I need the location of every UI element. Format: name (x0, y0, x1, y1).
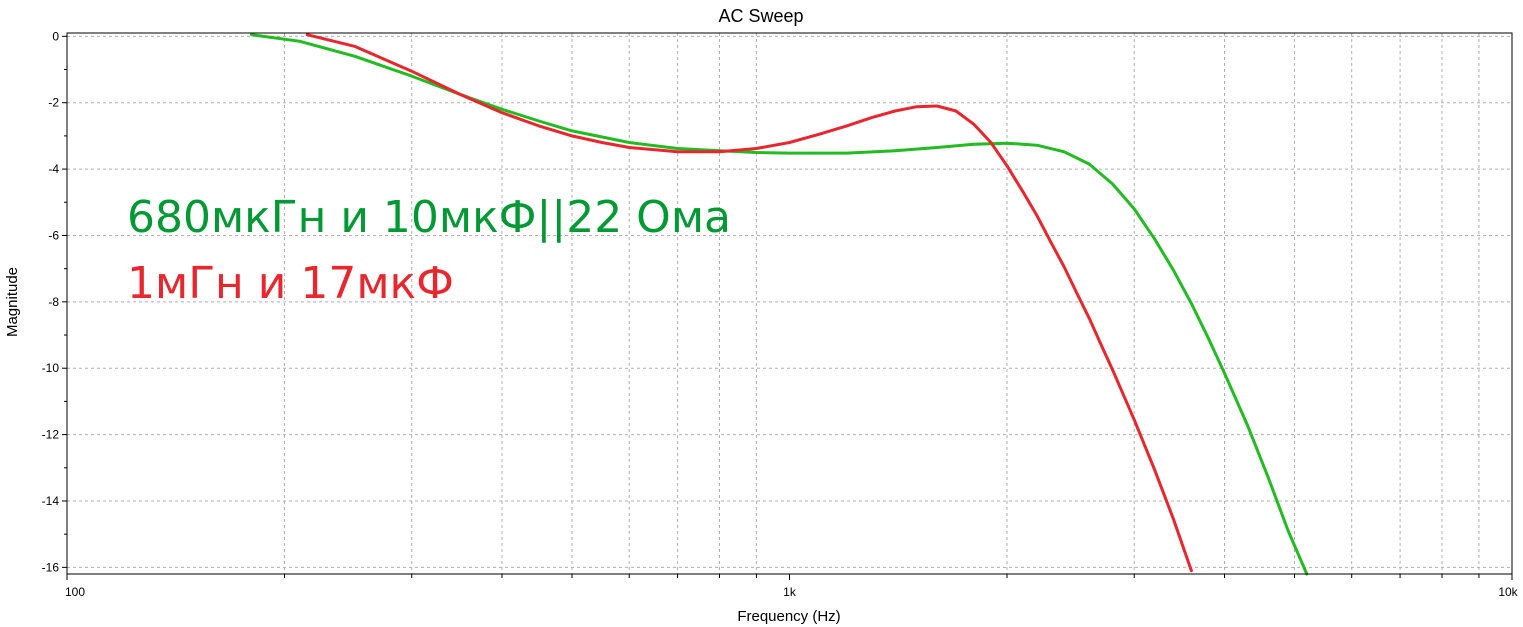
annotation-green-series: 680мкГн и 10мкФ||22 Ома (127, 192, 731, 243)
x-tick-labels: 100 1k 10k (65, 585, 1519, 599)
y-tick-label: -14 (42, 494, 60, 508)
y-tick-label: -10 (42, 361, 60, 375)
y-tick-label: -8 (48, 295, 59, 309)
x-axis-label: Frequency (Hz) (737, 608, 840, 625)
series-layer (249, 33, 1309, 576)
y-tick-label: -6 (48, 228, 59, 242)
grid-lines (67, 33, 1512, 574)
series-line-red (305, 33, 1193, 573)
y-tick-label: -12 (42, 428, 60, 442)
y-tick-label: -16 (42, 560, 60, 574)
y-tick-label: -2 (48, 96, 59, 110)
series-line-green (249, 33, 1309, 576)
y-tick-label: 0 (52, 29, 59, 43)
x-tick-label: 10k (1498, 585, 1518, 599)
x-tick-label: 100 (65, 585, 85, 599)
y-tick-labels: 0 -2 -4 -6 -8 -10 -12 -14 -16 (42, 29, 60, 574)
x-tick-label: 1k (783, 585, 797, 599)
y-axis-label: Magnitude (4, 267, 21, 337)
axis-ticks (62, 35, 1513, 580)
annotation-red-series: 1мГн и 17мкФ (127, 258, 454, 309)
y-tick-label: -4 (48, 162, 59, 176)
chart-title: AC Sweep (718, 6, 803, 26)
